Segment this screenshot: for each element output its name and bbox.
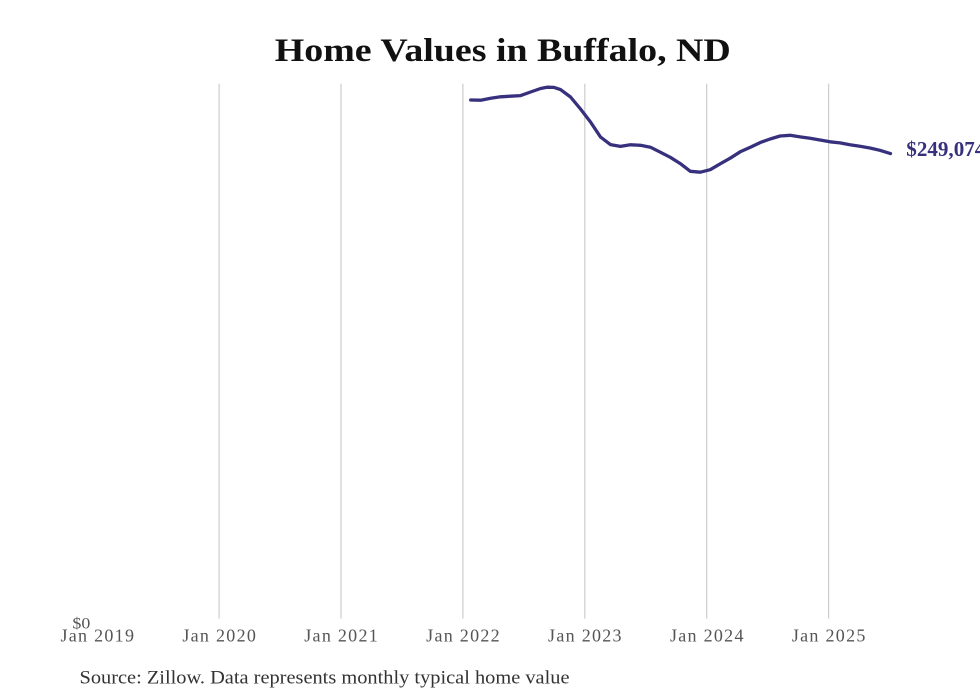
svg-text:$0: $0	[72, 614, 90, 633]
svg-text:Jan 2024: Jan 2024	[670, 625, 744, 645]
svg-text:Jan 2022: Jan 2022	[426, 625, 500, 645]
svg-text:Jan 2025: Jan 2025	[792, 625, 866, 645]
svg-text:Jan 2023: Jan 2023	[548, 625, 622, 645]
svg-text:Jan 2021: Jan 2021	[304, 625, 378, 645]
svg-text:Jan 2019: Jan 2019	[60, 625, 134, 645]
svg-text:$249,074: $249,074	[906, 138, 980, 161]
svg-text:Jan 2020: Jan 2020	[182, 625, 256, 645]
svg-text:Source: Zillow. Data represent: Source: Zillow. Data represents monthly …	[80, 668, 570, 689]
svg-text:Home Values in Buffalo, ND: Home Values in Buffalo, ND	[275, 33, 731, 69]
